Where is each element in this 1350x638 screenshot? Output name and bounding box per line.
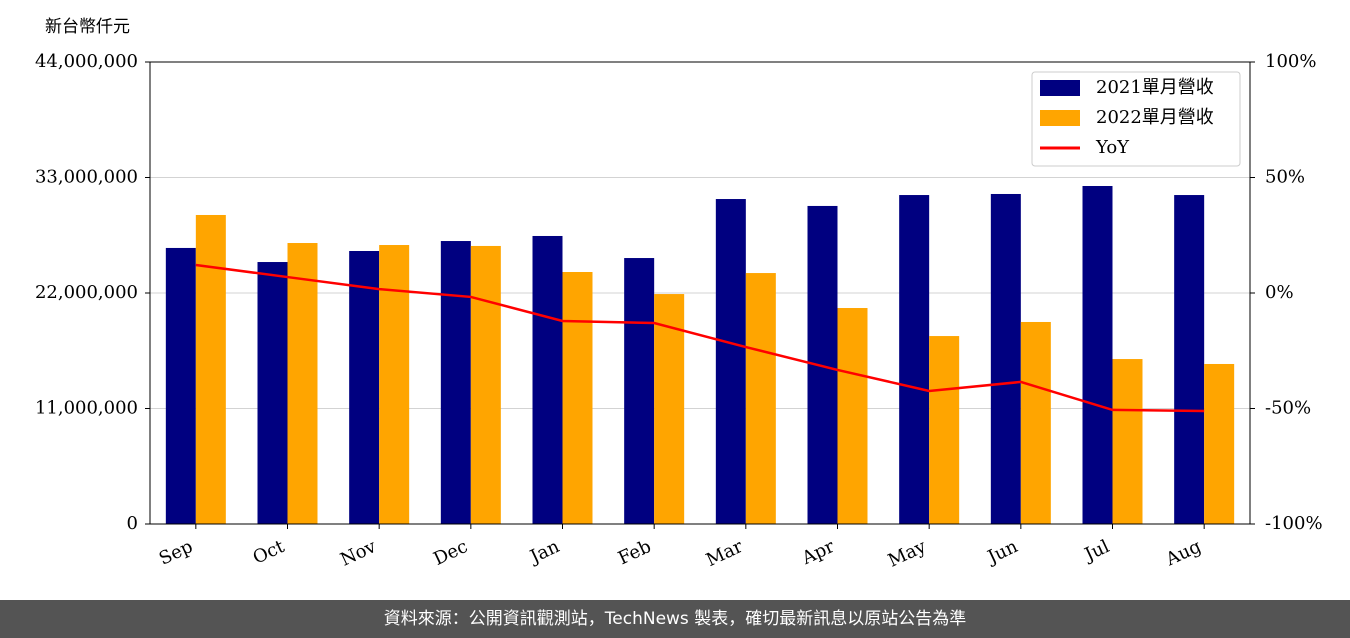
chart: 新台幣仟元 0 11,000,000 22,000,000 33,000,000 44,… — [35, 17, 1323, 572]
bar — [1204, 363, 1235, 524]
bar — [532, 235, 563, 525]
x-tick-label: Aug — [1162, 536, 1205, 571]
y-tick-label: 22,000,000 — [35, 282, 138, 303]
x-tick-label: Feb — [615, 536, 654, 569]
y-tick-label: 44,000,000 — [35, 51, 138, 72]
bar — [929, 336, 960, 524]
x-tick-label: Dec — [430, 536, 471, 570]
bar — [899, 195, 930, 524]
x-tick-label: Mar — [703, 536, 746, 571]
bar — [837, 308, 868, 524]
y-tick-label: 33,000,000 — [35, 167, 138, 188]
source-footer: 資料來源：公開資訊觀測站，TechNews 製表，確切最新訊息以原站公告為準 — [0, 600, 1350, 638]
y2-tick-label: 0% — [1265, 282, 1294, 303]
legend-label: 2022單月營收 — [1096, 107, 1214, 128]
x-tick-label: Nov — [337, 536, 380, 571]
legend-swatch — [1040, 80, 1080, 96]
bar — [654, 294, 685, 524]
y2-tick-label: -50% — [1265, 398, 1311, 419]
legend-box — [1031, 71, 1241, 167]
x-tick-label: Jul — [1080, 536, 1113, 566]
bar — [440, 241, 471, 524]
bar — [715, 199, 746, 524]
x-tick-label: Oct — [250, 536, 289, 569]
legend-swatch — [1040, 110, 1080, 126]
y-tick-label: 11,000,000 — [35, 398, 138, 419]
bar — [624, 258, 655, 524]
x-tick-label: Jan — [525, 536, 563, 569]
x-tick-label: Apr — [798, 536, 838, 570]
bar — [257, 262, 288, 524]
legend-label: 2021單月營收 — [1096, 77, 1214, 98]
bar — [562, 272, 593, 524]
y-tick-label: 0 — [127, 513, 138, 534]
bar — [990, 193, 1021, 525]
bar — [165, 247, 196, 524]
x-tick-label: May — [885, 536, 930, 572]
plot-frame — [149, 61, 1251, 525]
bar — [379, 245, 410, 524]
y2-tick-label: -100% — [1265, 513, 1323, 534]
bar — [1082, 186, 1113, 524]
bar — [349, 251, 380, 524]
bar — [745, 273, 776, 524]
x-tick-label: Sep — [156, 536, 196, 570]
y-axis-label: 新台幣仟元 — [45, 17, 130, 37]
bar — [1020, 321, 1051, 524]
bar — [1174, 195, 1205, 524]
bar — [195, 214, 226, 525]
yoy-line — [195, 263, 1205, 413]
y2-tick-label: 50% — [1265, 167, 1305, 188]
bar — [470, 245, 501, 524]
y2-tick-label: 100% — [1265, 51, 1316, 72]
bar — [1112, 359, 1143, 524]
legend-label: YoY — [1095, 137, 1130, 158]
bar — [287, 243, 318, 524]
x-tick-label: Jun — [983, 536, 1022, 569]
